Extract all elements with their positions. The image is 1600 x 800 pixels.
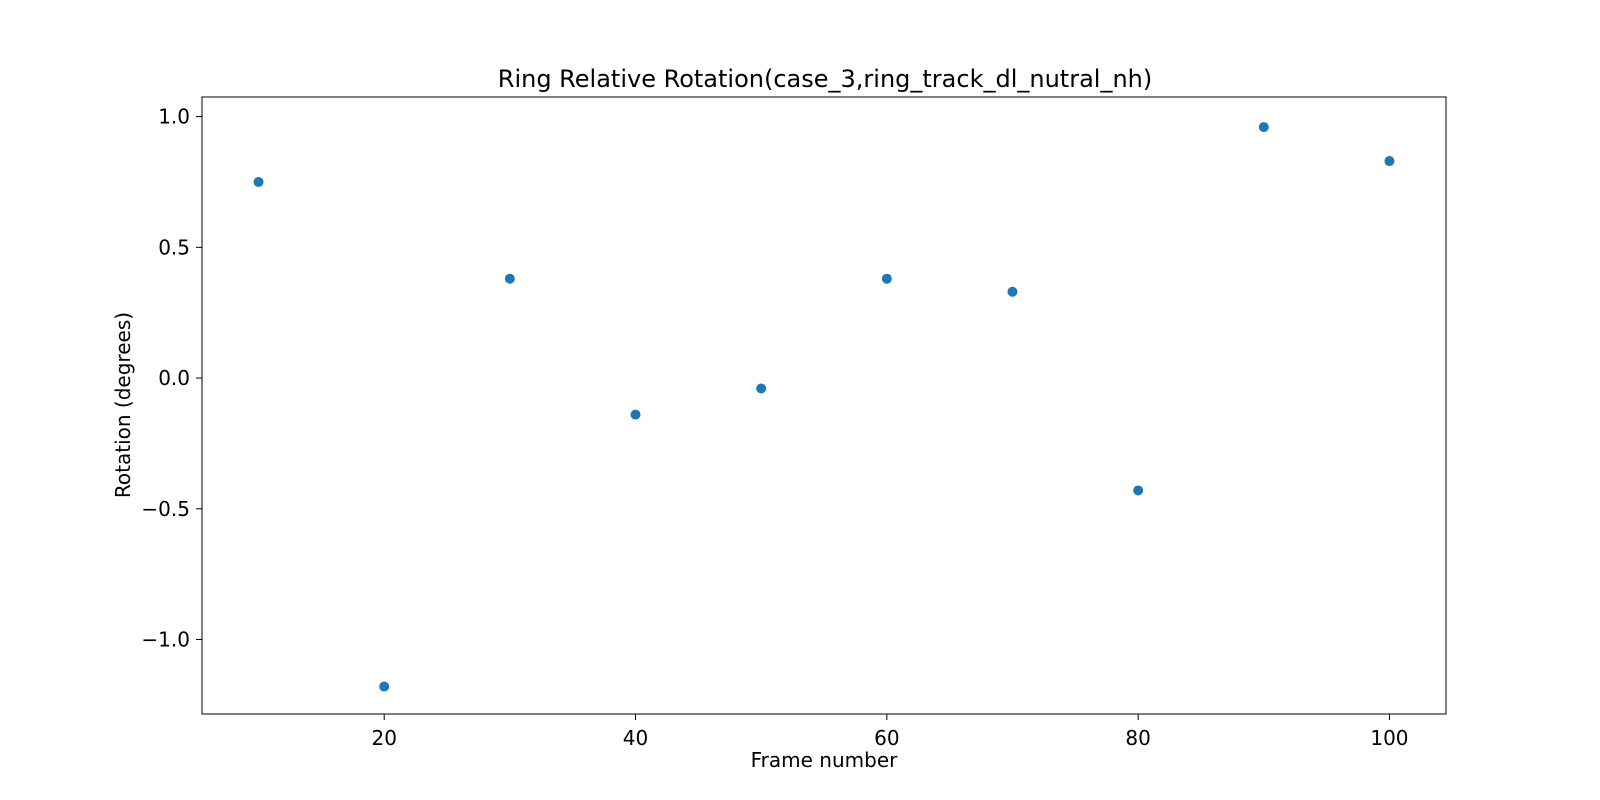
x-axis: 20 40 60 80 100	[371, 714, 1409, 750]
x-tick-label: 80	[1125, 726, 1150, 750]
x-tick-label: 20	[371, 726, 396, 750]
y-tick-label: 0.5	[158, 235, 190, 259]
data-point	[630, 409, 641, 420]
data-point	[1384, 156, 1395, 167]
data-point	[1007, 286, 1018, 297]
plot-area-frame	[201, 96, 1447, 715]
data-point	[881, 273, 892, 284]
y-tick-label: −0.5	[141, 497, 190, 521]
y-axis-label: Rotation (degrees)	[111, 312, 135, 498]
data-point	[1258, 122, 1269, 133]
data-point	[379, 681, 390, 692]
data-point	[253, 176, 264, 187]
y-tick-label: 1.0	[158, 105, 190, 129]
data-points	[253, 122, 1395, 692]
x-tick-label: 60	[874, 726, 899, 750]
x-axis-label: Frame number	[751, 748, 899, 772]
y-tick-label: 0.0	[158, 366, 190, 390]
data-point	[504, 273, 515, 284]
x-tick-label: 40	[623, 726, 648, 750]
y-axis: 1.0 0.5 0.0 −0.5 −1.0	[141, 105, 202, 651]
data-point	[1133, 485, 1144, 496]
data-point	[756, 383, 767, 394]
chart-title: Ring Relative Rotation(case_3,ring_track…	[498, 65, 1152, 93]
x-tick-label: 100	[1370, 726, 1408, 750]
y-tick-label: −1.0	[141, 627, 190, 651]
